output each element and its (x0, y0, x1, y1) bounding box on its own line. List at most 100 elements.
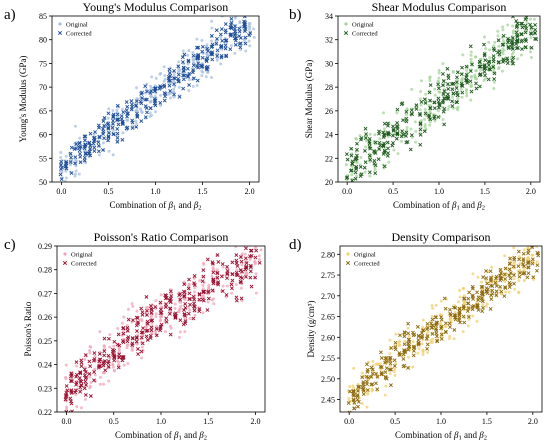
data-point-corrected (404, 116, 409, 121)
data-point-corrected (503, 285, 507, 289)
data-point-corrected (229, 21, 234, 25)
data-point-original (423, 117, 427, 121)
data-point-corrected (521, 251, 526, 256)
data-point-corrected (395, 107, 400, 112)
data-point-corrected (145, 313, 149, 317)
y-tick-label: 2.80 (321, 250, 335, 259)
data-point-original (178, 300, 182, 304)
data-point-corrected (475, 302, 480, 307)
data-point-original (395, 111, 399, 115)
data-point-corrected (349, 168, 354, 173)
data-point-original (487, 40, 491, 44)
data-point-original (456, 108, 460, 112)
data-point-corrected (514, 30, 519, 35)
data-point-corrected (370, 371, 375, 376)
data-point-corrected (499, 271, 504, 276)
data-point-corrected (82, 158, 87, 163)
data-point-corrected (136, 322, 140, 326)
data-point-corrected (480, 289, 485, 294)
data-point-corrected (69, 171, 74, 176)
data-point-corrected (191, 63, 196, 68)
data-point-corrected (367, 144, 372, 149)
data-point-corrected (130, 126, 135, 131)
data-point-corrected (460, 65, 464, 70)
data-point-original (533, 10, 536, 13)
data-point-original (392, 148, 396, 152)
data-point-corrected (235, 273, 240, 278)
data-point-corrected (414, 107, 419, 111)
data-point-original (187, 305, 191, 309)
data-point-original (158, 72, 162, 76)
data-point-original (181, 49, 185, 53)
data-point-original (368, 132, 372, 136)
data-point-original (455, 83, 459, 87)
data-point-corrected (117, 343, 122, 348)
data-point-corrected (69, 155, 73, 160)
data-point-original (247, 0, 250, 1)
data-point-corrected (181, 289, 186, 294)
data-point-corrected (172, 312, 177, 317)
data-point-corrected (430, 325, 435, 330)
data-point-original (101, 382, 105, 386)
data-point-corrected (238, 41, 243, 46)
data-point-corrected (442, 96, 447, 101)
data-point-corrected (92, 370, 97, 374)
data-point-original (520, 9, 523, 12)
data-point-corrected (215, 281, 220, 286)
series-corrected (63, 246, 262, 412)
data-point-original (387, 160, 391, 164)
data-point-original (130, 348, 134, 352)
data-point-corrected (68, 396, 73, 401)
data-point-corrected (406, 347, 411, 352)
data-point-original (529, 56, 533, 60)
data-point-corrected (491, 46, 496, 51)
data-point-corrected (248, 248, 253, 253)
data-point-corrected (229, 16, 234, 21)
data-point-original (134, 109, 138, 113)
data-point-original (93, 373, 97, 377)
data-point-original (83, 397, 87, 401)
data-point-original (125, 346, 129, 350)
data-point-original (460, 95, 464, 99)
data-point-corrected (383, 375, 388, 380)
data-point-original (414, 140, 418, 144)
data-point-corrected (375, 387, 380, 392)
data-point-corrected (358, 174, 363, 179)
data-point-corrected (201, 298, 206, 303)
data-point-original (160, 315, 164, 319)
data-point-corrected (106, 125, 111, 130)
legend: Original Corrected (62, 251, 97, 267)
data-point-corrected (494, 293, 499, 297)
data-point-original (83, 357, 87, 361)
data-point-corrected (244, 246, 248, 251)
data-point-corrected (400, 101, 405, 106)
data-point-corrected (442, 89, 447, 94)
data-point-corrected (233, 42, 238, 47)
data-point-corrected (441, 92, 446, 96)
data-point-corrected (441, 83, 445, 88)
data-point-corrected (181, 86, 186, 91)
data-point-original (376, 362, 380, 366)
data-point-corrected (106, 135, 111, 140)
data-point-corrected (447, 321, 452, 326)
data-point-corrected (178, 318, 183, 323)
data-point-original (484, 47, 488, 51)
data-point-corrected (462, 320, 467, 325)
y-tick-label: 24 (325, 131, 333, 140)
data-point-corrected (522, 264, 527, 269)
data-point-original (462, 286, 466, 290)
data-point-corrected (102, 349, 107, 354)
data-point-corrected (408, 147, 413, 152)
data-point-original (240, 263, 244, 267)
data-point-corrected (454, 86, 459, 91)
data-point-corrected (453, 305, 458, 310)
data-point-corrected (158, 300, 163, 305)
data-point-corrected (145, 110, 149, 115)
data-point-corrected (87, 371, 92, 376)
x-tick-label-05: 0.5 (390, 417, 400, 426)
data-point-corrected (257, 260, 262, 265)
legend-entry-original: Original (66, 21, 88, 28)
data-point-corrected (244, 274, 248, 279)
data-point-corrected (120, 137, 125, 142)
data-point-original (409, 127, 413, 131)
